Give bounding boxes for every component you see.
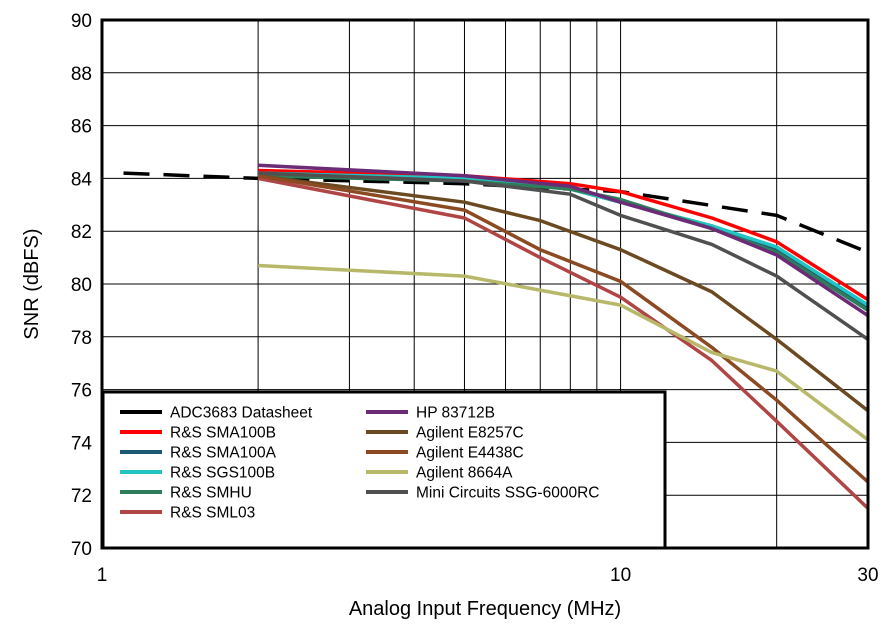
legend-label: R&S SMA100A xyxy=(170,445,277,462)
legend-label: Agilent 8664A xyxy=(416,465,513,482)
legend: ADC3683 Datasheet R&S SMA100B R&S SMA100A R… xyxy=(101,390,667,550)
legend-label: R&S SMHU xyxy=(170,485,252,502)
y-tick-label: 90 xyxy=(71,11,92,32)
series-line-10 xyxy=(258,263,870,442)
legend-label: R&S SGS100B xyxy=(170,465,275,482)
y-tick-label: 86 xyxy=(71,117,92,138)
x-axis-title: Analog Input Frequency (MHz) xyxy=(349,598,621,620)
series-line-9 xyxy=(257,174,870,484)
legend-label: ADC3683 Datasheet xyxy=(170,405,313,422)
legend-label: R&S SML03 xyxy=(170,505,255,522)
plot-frame xyxy=(100,18,870,550)
legend-label: Agilent E8257C xyxy=(416,425,524,442)
y-tick-label: 74 xyxy=(71,433,93,454)
y-tick-label: 80 xyxy=(71,275,92,296)
series-line-6 xyxy=(257,176,870,510)
legend-label: R&S SMA100B xyxy=(170,425,276,442)
y-axis-title: SNR (dBFS) xyxy=(21,228,43,339)
y-tick-label: 84 xyxy=(71,169,93,190)
series-line-8 xyxy=(257,174,870,413)
x-tick-label: 1 xyxy=(97,565,108,586)
y-tick-label: 82 xyxy=(71,222,92,243)
series-line-7 xyxy=(258,163,869,318)
series-lines xyxy=(123,163,870,510)
y-tick-label: 70 xyxy=(71,539,92,560)
y-tick-label: 78 xyxy=(71,328,92,349)
legend-label: HP 83712B xyxy=(416,405,495,422)
y-tick-label: 88 xyxy=(71,64,92,85)
legend-label: Agilent E4438C xyxy=(416,445,524,462)
legend-label: Mini Circuits SSG-6000RC xyxy=(416,485,599,502)
y-tick-label: 72 xyxy=(71,486,92,507)
x-tick-label: 30 xyxy=(857,565,878,586)
y-tick-label: 76 xyxy=(71,381,92,402)
x-tick-label: 10 xyxy=(610,565,631,586)
series-line-11 xyxy=(258,171,869,341)
tick-labels: 70 72 74 76 78 80 82 84 86 88 90 1 10 30 xyxy=(71,11,879,586)
